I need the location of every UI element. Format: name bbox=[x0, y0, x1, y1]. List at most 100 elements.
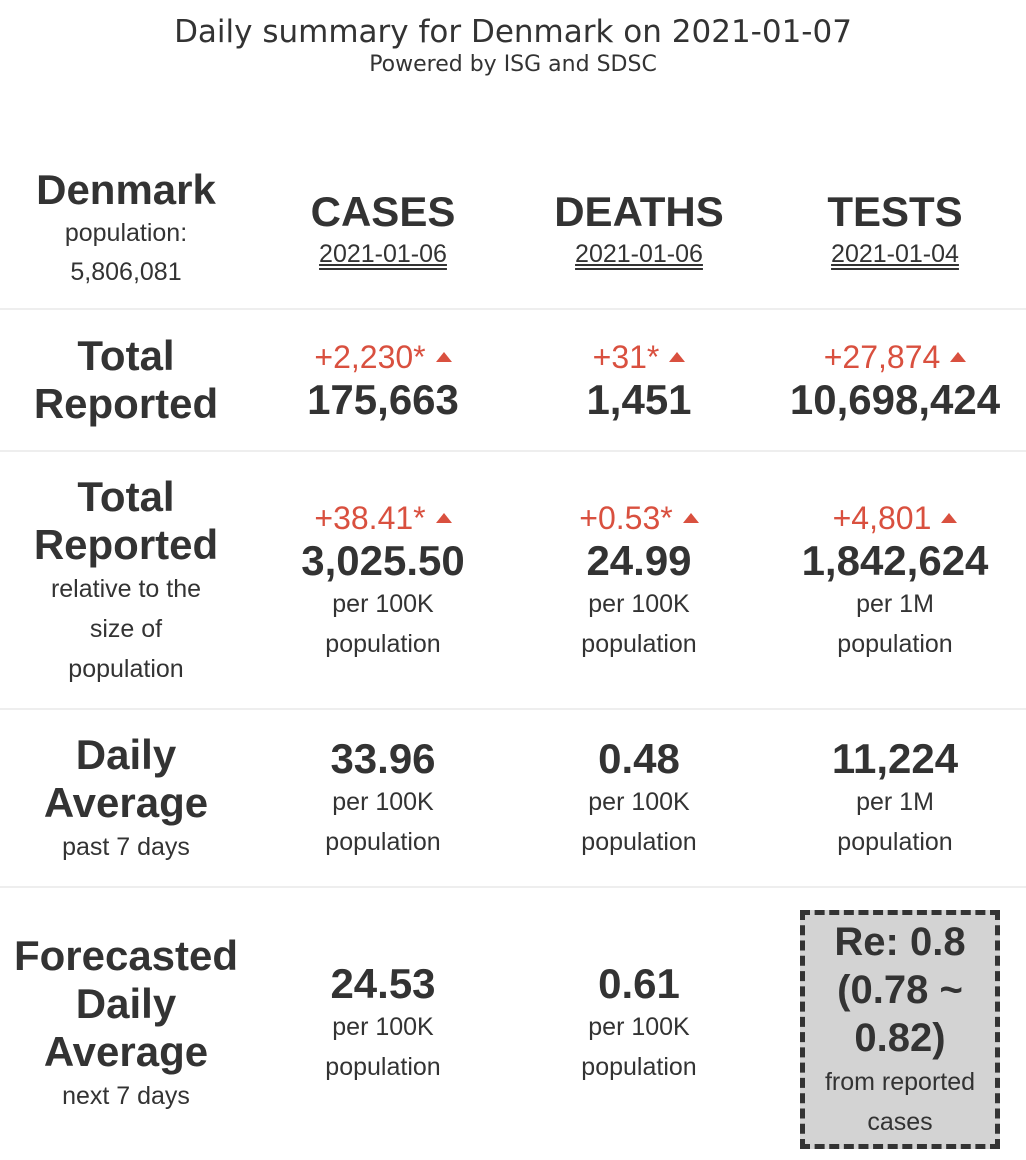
change-value: +38.41* bbox=[314, 498, 452, 538]
increase-triangle-icon bbox=[682, 513, 699, 523]
forecast-value: 0.61 bbox=[598, 960, 680, 1007]
row-label: Average bbox=[43, 1028, 209, 1075]
column-date: 2021-01-06 bbox=[575, 240, 703, 268]
unit-label: per 100K bbox=[332, 788, 434, 816]
total-value: 1,451 bbox=[586, 376, 692, 423]
column-date: 2021-01-06 bbox=[319, 240, 447, 268]
row-label: Forecasted bbox=[13, 932, 239, 979]
increase-triangle-icon bbox=[950, 352, 967, 362]
re-source: from reported bbox=[824, 1067, 976, 1096]
increase-triangle-icon bbox=[435, 352, 452, 362]
column-header-row: Denmark population: 5,806,081 CASES 2021… bbox=[0, 150, 1026, 308]
re-range: 0.82) bbox=[854, 1015, 946, 1060]
row-sublabel: next 7 days bbox=[62, 1082, 190, 1110]
change-value: +0.53* bbox=[579, 498, 699, 538]
cases-total-cell: +2,230* 175,663 bbox=[252, 310, 514, 450]
unit-label: per 100K bbox=[588, 590, 690, 618]
tests-daily-average-cell: 11,224 per 1M population bbox=[764, 710, 1026, 888]
change-text: +31* bbox=[592, 339, 660, 375]
row-label-cell: Total Reported relative to the size of p… bbox=[0, 452, 252, 710]
row-relative: Total Reported relative to the size of p… bbox=[0, 450, 1026, 710]
change-value: +31* bbox=[593, 337, 686, 377]
cases-forecast-cell: 24.53 per 100K population bbox=[252, 888, 514, 1160]
increase-triangle-icon bbox=[941, 513, 958, 523]
country-cell: Denmark population: 5,806,081 bbox=[0, 150, 252, 308]
deaths-forecast-cell: 0.61 per 100K population bbox=[514, 888, 764, 1160]
change-text: +2,230* bbox=[314, 339, 426, 375]
deaths-total-cell: +31* 1,451 bbox=[514, 310, 764, 450]
average-value: 33.96 bbox=[330, 735, 436, 782]
re-range: (0.78 ~ bbox=[837, 967, 963, 1012]
column-label: TESTS bbox=[827, 188, 963, 235]
unit-label: population bbox=[837, 630, 953, 658]
row-label: Average bbox=[43, 779, 209, 826]
row-label: Reported bbox=[33, 521, 219, 568]
unit-label: per 1M bbox=[856, 590, 934, 618]
unit-label: population bbox=[325, 828, 441, 856]
cases-relative-cell: +38.41* 3,025.50 per 100K population bbox=[252, 452, 514, 710]
column-header-tests: TESTS 2021-01-04 bbox=[764, 150, 1026, 308]
unit-label: population bbox=[325, 630, 441, 658]
re-source: cases bbox=[867, 1107, 933, 1136]
unit-label: population bbox=[325, 1053, 441, 1081]
cases-daily-average-cell: 33.96 per 100K population bbox=[252, 710, 514, 888]
unit-label: population bbox=[837, 828, 953, 856]
change-text: +0.53* bbox=[579, 500, 673, 536]
column-label: CASES bbox=[310, 188, 456, 235]
average-value: 0.48 bbox=[598, 735, 680, 782]
change-text: +38.41* bbox=[314, 500, 426, 536]
tests-total-cell: +27,874 10,698,424 bbox=[764, 310, 1026, 450]
unit-label: per 1M bbox=[856, 788, 934, 816]
increase-triangle-icon bbox=[435, 513, 452, 523]
unit-label: population bbox=[581, 828, 697, 856]
page-title: Daily summary for Denmark on 2021-01-07 bbox=[174, 14, 852, 50]
row-label: Total bbox=[77, 332, 175, 379]
row-sublabel: population bbox=[68, 655, 184, 683]
re-value: Re: 0.8 bbox=[834, 919, 966, 964]
row-label-cell: Total Reported bbox=[0, 310, 252, 450]
change-value: +4,801 bbox=[833, 498, 958, 538]
column-date: 2021-01-04 bbox=[831, 240, 959, 268]
row-label: Daily bbox=[75, 731, 177, 778]
re-estimate-box: Re: 0.8 (0.78 ~ 0.82) from reported case… bbox=[800, 910, 1000, 1149]
deaths-daily-average-cell: 0.48 per 100K population bbox=[514, 710, 764, 888]
row-label: Daily bbox=[75, 980, 177, 1027]
change-value: +27,874 bbox=[824, 337, 967, 377]
increase-triangle-icon bbox=[669, 352, 686, 362]
unit-label: per 100K bbox=[332, 590, 434, 618]
row-sublabel: past 7 days bbox=[62, 833, 190, 861]
population-label: population: bbox=[64, 219, 188, 247]
page-header: Daily summary for Denmark on 2021-01-07 … bbox=[0, 12, 1026, 78]
unit-label: per 100K bbox=[588, 788, 690, 816]
column-header-cases: CASES 2021-01-06 bbox=[252, 150, 514, 308]
column-label: DEATHS bbox=[554, 188, 724, 235]
relative-value: 3,025.50 bbox=[301, 537, 465, 584]
total-value: 175,663 bbox=[307, 376, 459, 423]
population-value: 5,806,081 bbox=[70, 258, 182, 286]
tests-relative-cell: +4,801 1,842,624 per 1M population bbox=[764, 452, 1026, 710]
row-label: Total bbox=[77, 473, 175, 520]
row-sublabel: relative to the bbox=[50, 575, 202, 603]
unit-label: population bbox=[581, 1053, 697, 1081]
row-total-reported: Total Reported +2,230* 175,663 +31* 1,45… bbox=[0, 308, 1026, 450]
row-sublabel: size of bbox=[89, 615, 163, 643]
average-value: 11,224 bbox=[831, 735, 959, 782]
forecast-value: 24.53 bbox=[330, 960, 436, 1007]
row-label-cell: Forecasted Daily Average next 7 days bbox=[0, 888, 252, 1160]
change-text: +27,874 bbox=[823, 339, 941, 375]
row-forecast: Forecasted Daily Average next 7 days 24.… bbox=[0, 886, 1026, 1160]
row-label-cell: Daily Average past 7 days bbox=[0, 710, 252, 888]
change-text: +4,801 bbox=[832, 500, 932, 536]
row-daily-average: Daily Average past 7 days 33.96 per 100K… bbox=[0, 708, 1026, 888]
country-name: Denmark bbox=[36, 166, 216, 213]
total-value: 10,698,424 bbox=[789, 376, 1001, 423]
relative-value: 1,842,624 bbox=[801, 537, 989, 584]
deaths-relative-cell: +0.53* 24.99 per 100K population bbox=[514, 452, 764, 710]
page-subtitle: Powered by ISG and SDSC bbox=[369, 52, 657, 77]
unit-label: per 100K bbox=[332, 1013, 434, 1041]
unit-label: per 100K bbox=[588, 1013, 690, 1041]
change-value: +2,230* bbox=[314, 337, 452, 377]
unit-label: population bbox=[581, 630, 697, 658]
row-label: Reported bbox=[33, 380, 219, 427]
relative-value: 24.99 bbox=[586, 537, 692, 584]
